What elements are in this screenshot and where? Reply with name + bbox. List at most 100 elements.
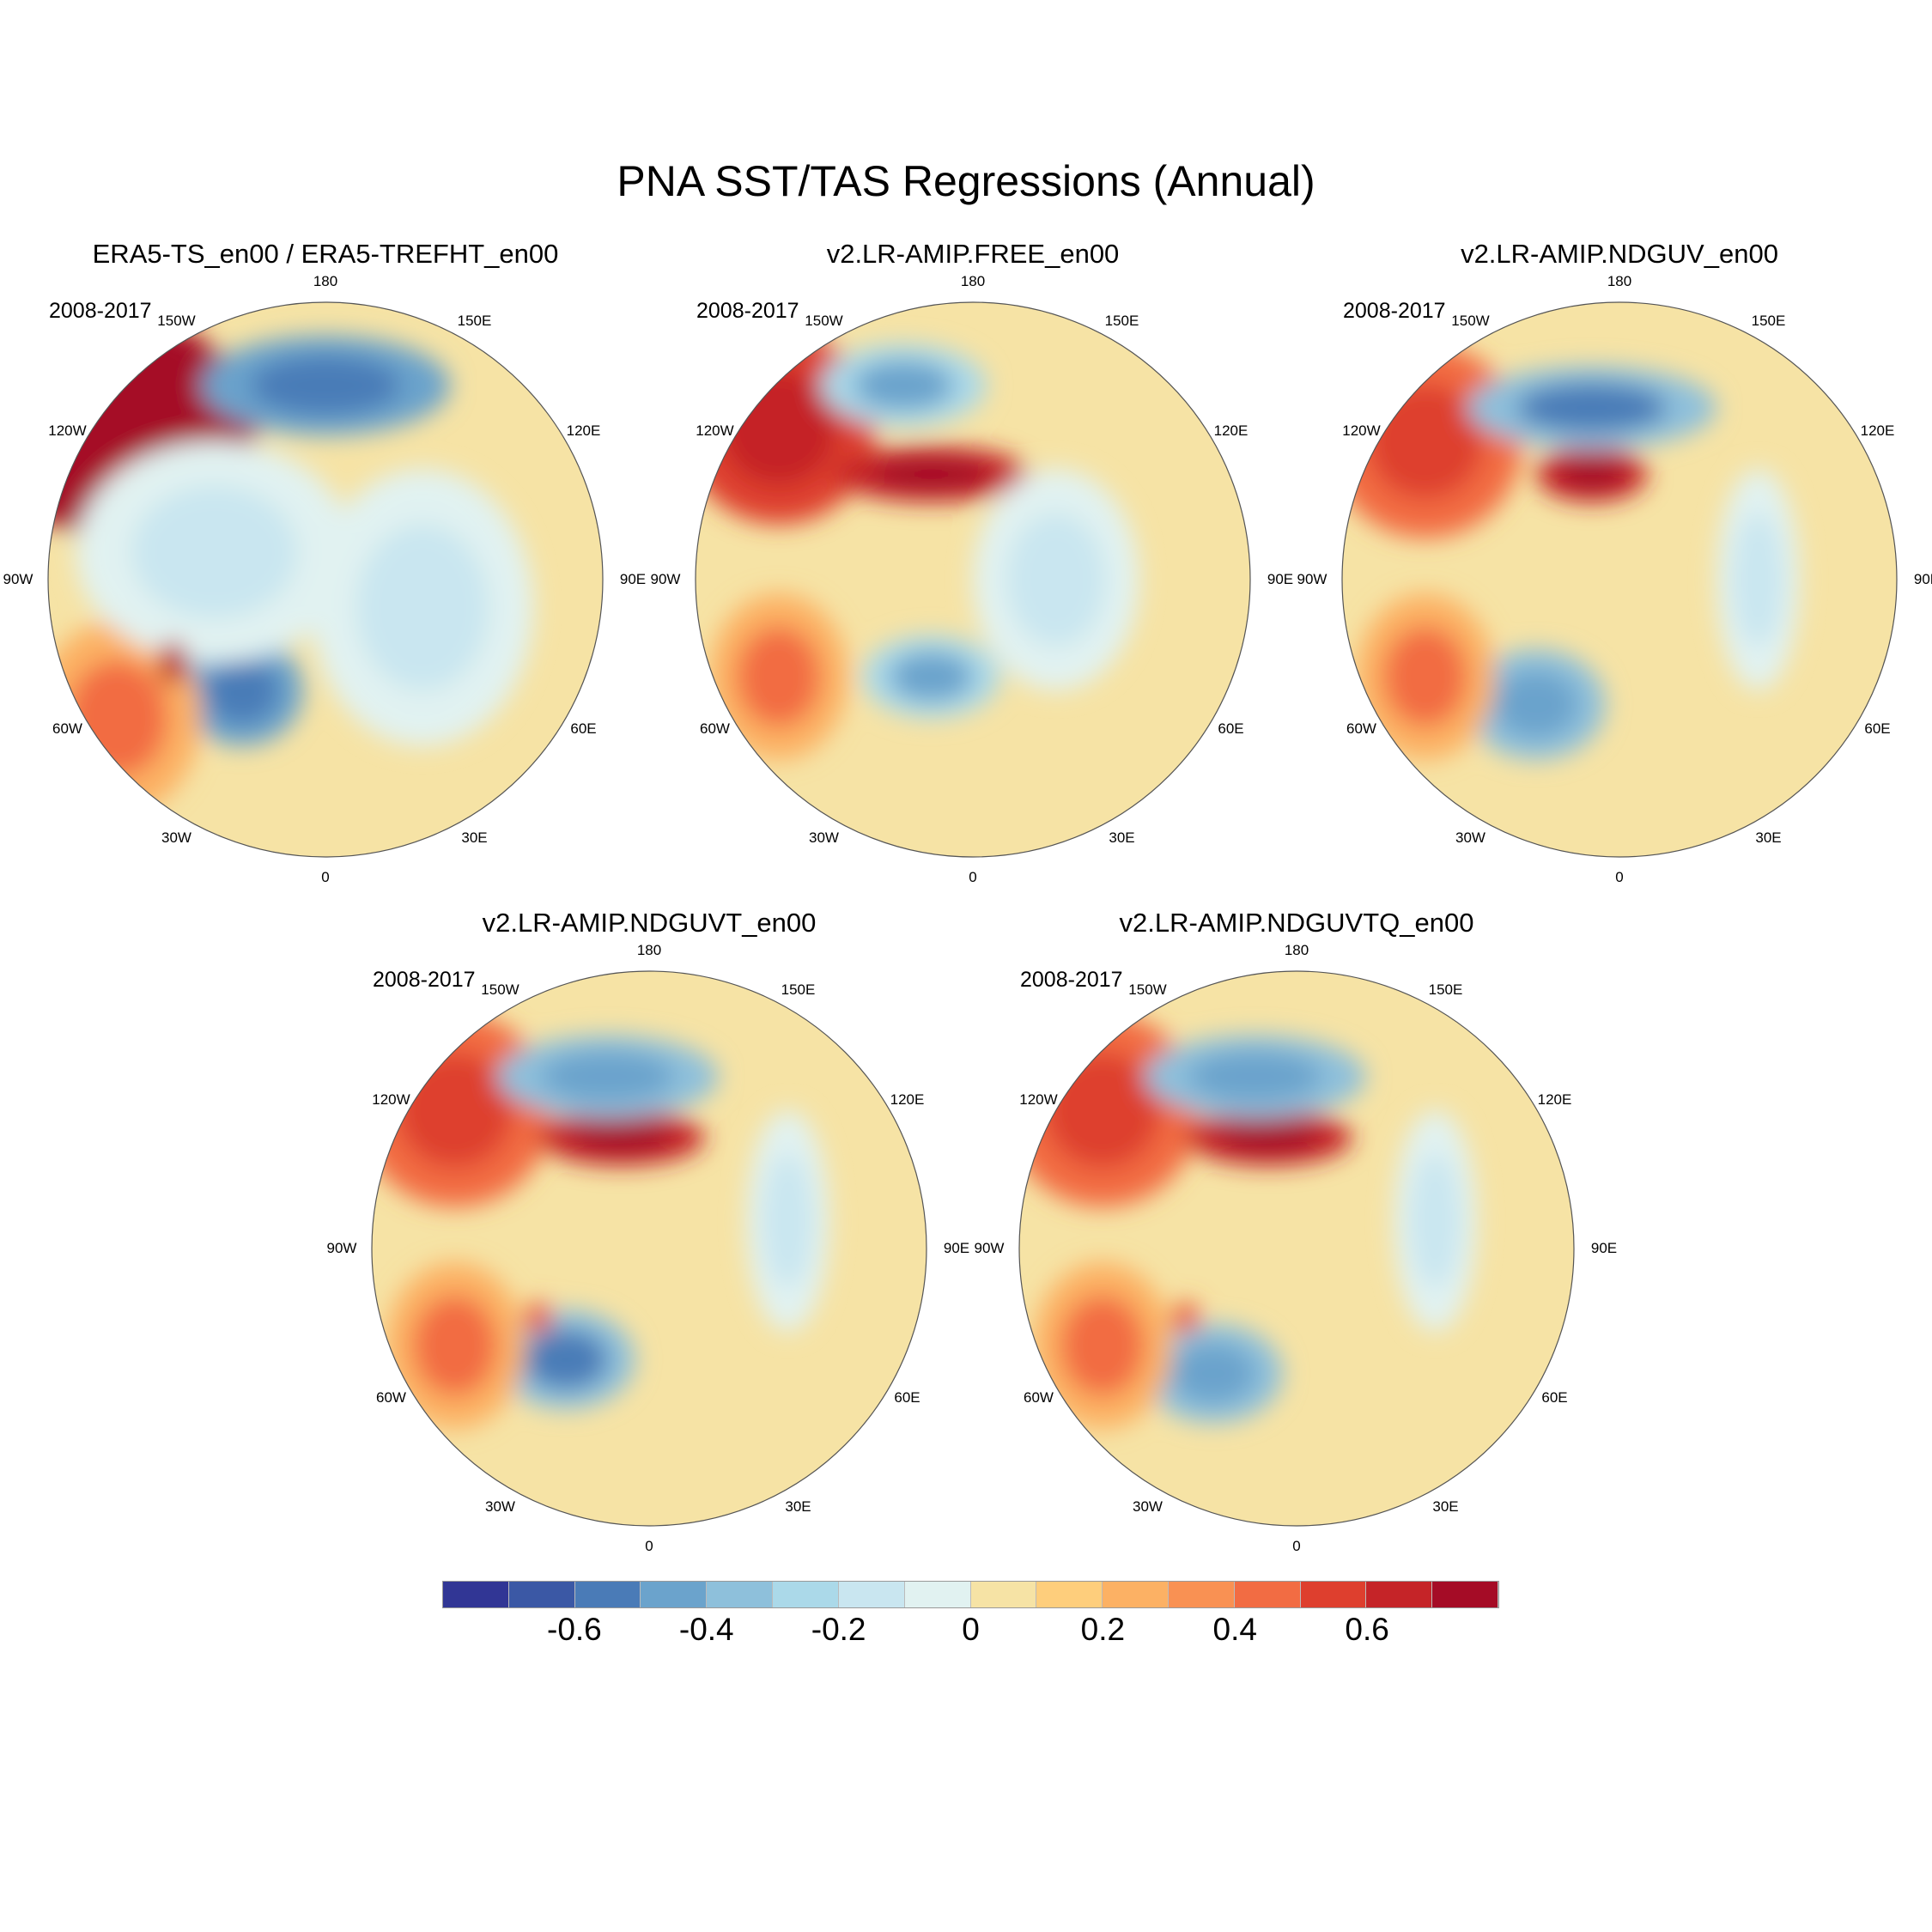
colorbar-swatch	[970, 1582, 1037, 1607]
anomaly-region	[1060, 1295, 1145, 1396]
panel-period: 2008-2017	[696, 299, 799, 323]
longitude-label: 0	[645, 1538, 653, 1554]
main-title: PNA SST/TAS Regressions (Annual)	[617, 157, 1315, 205]
longitude-label: 120E	[890, 1091, 925, 1108]
polar-map	[1018, 970, 1575, 1527]
longitude-label: 120W	[696, 422, 734, 439]
longitude-label: 150E	[1104, 313, 1139, 330]
longitude-label: 30E	[1755, 829, 1782, 846]
panel-title: v2.LR-AMIP.FREE_en00	[826, 239, 1120, 269]
anomaly-region	[1171, 1343, 1255, 1404]
longitude-label: 120E	[1213, 422, 1249, 439]
anomaly-region	[355, 524, 489, 691]
anomaly-region	[164, 649, 182, 677]
longitude-label: 0	[1292, 1538, 1301, 1554]
anomaly-region	[1558, 457, 1625, 491]
anomaly-region	[1005, 513, 1107, 647]
longitude-label: 150W	[805, 313, 843, 330]
longitude-label: 0	[1615, 869, 1624, 885]
colorbar	[442, 1581, 1499, 1608]
anomaly-region	[737, 626, 821, 727]
longitude-label: 60W	[376, 1388, 406, 1406]
longitude-label: 90E	[619, 571, 647, 587]
anomaly-region	[413, 1295, 497, 1396]
longitude-label: 60E	[570, 720, 597, 737]
longitude-label: 90W	[3, 571, 33, 587]
anomaly-region	[720, 368, 837, 486]
longitude-label: 90W	[650, 571, 681, 587]
colorbar-tick-label: 0.6	[1345, 1612, 1389, 1647]
longitude-label: 60E	[1864, 720, 1891, 737]
polar-map	[695, 301, 1251, 858]
longitude-label: 30W	[809, 829, 839, 846]
longitude-label: 150W	[157, 313, 196, 330]
longitude-label: 120W	[1342, 422, 1381, 439]
colorbar-swatch	[773, 1582, 839, 1607]
anomaly-region	[1177, 1308, 1194, 1328]
longitude-label: 90W	[974, 1240, 1005, 1256]
longitude-label: 180	[313, 273, 338, 289]
longitude-label: 60W	[700, 720, 730, 737]
colorbar-tick-label: 0.4	[1212, 1612, 1257, 1647]
longitude-label: 30W	[161, 829, 191, 846]
longitude-label: 30W	[1455, 829, 1485, 846]
anomaly-region	[541, 1051, 675, 1102]
longitude-label: 150W	[1451, 313, 1490, 330]
anomaly-region	[1367, 382, 1484, 500]
colorbar-tick-label: -0.6	[546, 1612, 602, 1647]
colorbar-swatch	[838, 1582, 905, 1607]
panel-title: ERA5-TS_en00 / ERA5-TREFHT_en00	[92, 239, 559, 269]
longitude-label: 180	[636, 942, 662, 958]
anomaly-region	[250, 355, 401, 416]
colorbar-swatch	[707, 1582, 774, 1607]
longitude-label: 90W	[326, 1240, 357, 1256]
colorbar-tick-label: 0.2	[1080, 1612, 1126, 1647]
anomaly-region	[1410, 1154, 1461, 1288]
anomaly-region	[1218, 1121, 1319, 1155]
longitude-label: 30E	[785, 1498, 811, 1515]
colorbar-swatch	[574, 1582, 641, 1607]
colorbar-swatch	[508, 1582, 575, 1607]
polar-map	[1341, 301, 1898, 858]
longitude-label: 120W	[1019, 1091, 1058, 1108]
longitude-label: 30W	[1133, 1498, 1163, 1515]
anomaly-region	[1383, 626, 1467, 727]
colorbar-swatch	[1300, 1582, 1367, 1607]
longitude-label: 180	[960, 273, 986, 289]
longitude-label: 30E	[461, 829, 488, 846]
anomaly-region	[1044, 1051, 1161, 1169]
colorbar-swatch	[1366, 1582, 1433, 1607]
anomaly-region	[524, 1329, 608, 1390]
map-border	[47, 301, 604, 858]
colorbar-swatch	[1168, 1582, 1235, 1607]
longitude-label: 60W	[1346, 720, 1376, 737]
longitude-label: 120E	[1860, 422, 1895, 439]
anomaly-region	[1494, 671, 1578, 738]
colorbar-tick-label: -0.4	[678, 1612, 734, 1647]
longitude-label: 90W	[1297, 571, 1327, 587]
panel-title: v2.LR-AMIP.NDGUV_en00	[1461, 239, 1778, 269]
longitude-label: 90E	[1913, 571, 1932, 587]
colorbar-swatch	[1103, 1582, 1169, 1607]
anomaly-region	[131, 485, 298, 619]
longitude-label: 30E	[1432, 1498, 1459, 1515]
longitude-label: 90E	[1267, 571, 1294, 587]
longitude-label: 90E	[943, 1240, 970, 1256]
colorbar-swatch	[904, 1582, 971, 1607]
colorbar-swatch	[1234, 1582, 1301, 1607]
map-border	[1341, 301, 1898, 858]
longitude-label: 60E	[1218, 720, 1244, 737]
anomaly-region	[854, 360, 954, 410]
longitude-label: 150E	[1751, 313, 1786, 330]
panel-period: 2008-2017	[1020, 968, 1123, 992]
longitude-label: 60W	[1024, 1388, 1054, 1406]
anomaly-region	[890, 651, 973, 702]
map-border	[371, 970, 927, 1527]
colorbar-swatch	[443, 1582, 509, 1607]
polar-map	[47, 301, 604, 858]
colorbar-swatch	[1036, 1582, 1103, 1607]
longitude-label: 150E	[457, 313, 492, 330]
anomaly-region	[1516, 382, 1667, 433]
colorbar-swatch	[1432, 1582, 1498, 1607]
panel-period: 2008-2017	[1343, 299, 1446, 323]
